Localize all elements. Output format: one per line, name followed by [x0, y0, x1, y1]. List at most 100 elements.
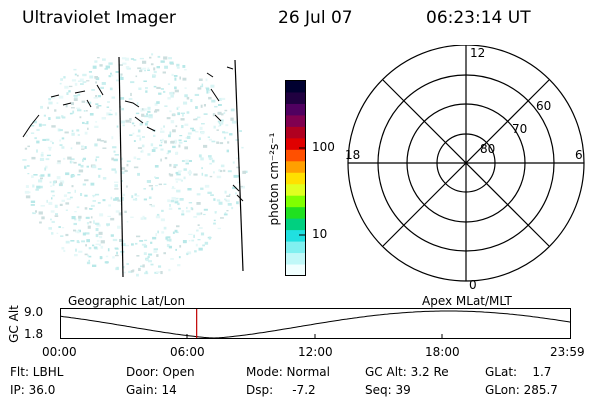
emission-pixel: [193, 118, 198, 121]
emission-pixel: [86, 110, 88, 112]
emission-pixel: [188, 202, 193, 204]
emission-pixel: [61, 115, 64, 118]
emission-pixel: [173, 75, 178, 77]
emission-pixel: [120, 73, 123, 76]
emission-pixel: [198, 227, 203, 229]
mlt-label-12: 12: [470, 46, 485, 60]
emission-pixel: [185, 159, 189, 162]
emission-pixel: [86, 261, 91, 265]
mlat-label-80: 80: [480, 142, 495, 156]
emission-pixel: [177, 202, 180, 206]
emission-pixel: [60, 235, 64, 237]
emission-pixel: [36, 149, 38, 153]
emission-pixel: [153, 147, 158, 149]
emission-pixel: [143, 198, 147, 201]
emission-pixel: [219, 97, 222, 101]
emission-pixel: [107, 215, 111, 217]
altitude-curve: [60, 310, 572, 339]
emission-pixel: [148, 260, 152, 263]
emission-pixel: [153, 250, 158, 253]
emission-pixel: [161, 209, 164, 212]
emission-pixel: [219, 142, 224, 145]
emission-pixel: [136, 102, 139, 106]
emission-pixel: [110, 74, 114, 77]
emission-pixel: [164, 105, 168, 107]
emission-pixel: [195, 106, 198, 109]
emission-pixel: [209, 175, 213, 178]
emission-pixel: [64, 131, 69, 134]
emission-pixel: [144, 108, 147, 111]
emission-pixel: [85, 232, 90, 235]
emission-pixel: [59, 82, 62, 85]
emission-pixel: [42, 138, 47, 141]
emission-pixel: [45, 165, 48, 169]
emission-pixel: [116, 79, 121, 82]
emission-pixel: [150, 241, 153, 244]
emission-pixel: [157, 230, 159, 234]
colorbar-band: [286, 207, 305, 220]
emission-pixel: [202, 244, 205, 247]
emission-pixel: [73, 98, 78, 101]
emission-pixel: [143, 188, 146, 190]
emission-pixel: [170, 141, 174, 144]
emission-pixel: [51, 125, 56, 128]
emission-pixel: [119, 239, 123, 242]
emission-pixel: [173, 166, 177, 169]
emission-pixel: [240, 185, 243, 188]
emission-pixel: [115, 71, 119, 73]
emission-pixel: [241, 146, 244, 149]
emission-pixel: [198, 154, 202, 158]
emission-pixel: [187, 171, 192, 174]
emission-pixel: [70, 240, 75, 242]
emission-pixel: [82, 157, 86, 161]
emission-pixel: [158, 265, 162, 268]
emission-pixel: [44, 167, 47, 171]
emission-pixel: [224, 212, 227, 214]
emission-pixel: [223, 213, 228, 216]
emission-pixel: [122, 239, 125, 243]
emission-pixel: [160, 158, 162, 162]
emission-pixel: [160, 88, 164, 90]
emission-pixel: [38, 123, 42, 127]
emission-pixel: [126, 160, 131, 163]
emission-pixel: [178, 141, 183, 144]
emission-pixel: [46, 154, 51, 157]
emission-pixel: [126, 163, 129, 167]
emission-pixel: [92, 165, 97, 169]
mlt-label-6: 6: [575, 148, 583, 162]
emission-pixel: [150, 204, 155, 208]
geographic-coords-title: Geographic Lat/Lon: [68, 294, 186, 308]
emission-pixel: [169, 110, 172, 113]
mlat-label-60: 60: [536, 99, 551, 113]
emission-pixel: [146, 113, 148, 116]
emission-pixel: [76, 240, 80, 243]
emission-pixel: [183, 176, 186, 180]
emission-pixel: [216, 141, 220, 144]
emission-pixel: [92, 65, 97, 69]
emission-pixel: [154, 110, 158, 113]
emission-pixel: [167, 83, 171, 85]
emission-pixel: [180, 118, 185, 121]
emission-pixel: [121, 57, 127, 60]
emission-pixel: [154, 102, 158, 106]
emission-pixel: [135, 75, 138, 78]
emission-pixel: [96, 240, 100, 242]
emission-pixel: [196, 202, 201, 205]
emission-pixel: [230, 117, 234, 121]
emission-pixel: [59, 144, 63, 146]
apex-coords-title: Apex MLat/MLT: [422, 294, 512, 308]
emission-pixel: [151, 187, 154, 191]
emission-pixel: [148, 116, 153, 119]
emission-pixel: [95, 158, 97, 162]
emission-pixel: [196, 193, 201, 196]
emission-pixel: [187, 188, 192, 191]
emission-pixel: [40, 174, 45, 177]
emission-pixel: [79, 78, 84, 82]
emission-pixel: [99, 256, 102, 260]
emission-pixel: [47, 146, 52, 149]
emission-pixel: [76, 74, 79, 77]
emission-pixel: [169, 61, 174, 65]
emission-pixel: [160, 130, 165, 133]
emission-pixel: [93, 220, 95, 223]
emission-pixel: [179, 135, 183, 137]
